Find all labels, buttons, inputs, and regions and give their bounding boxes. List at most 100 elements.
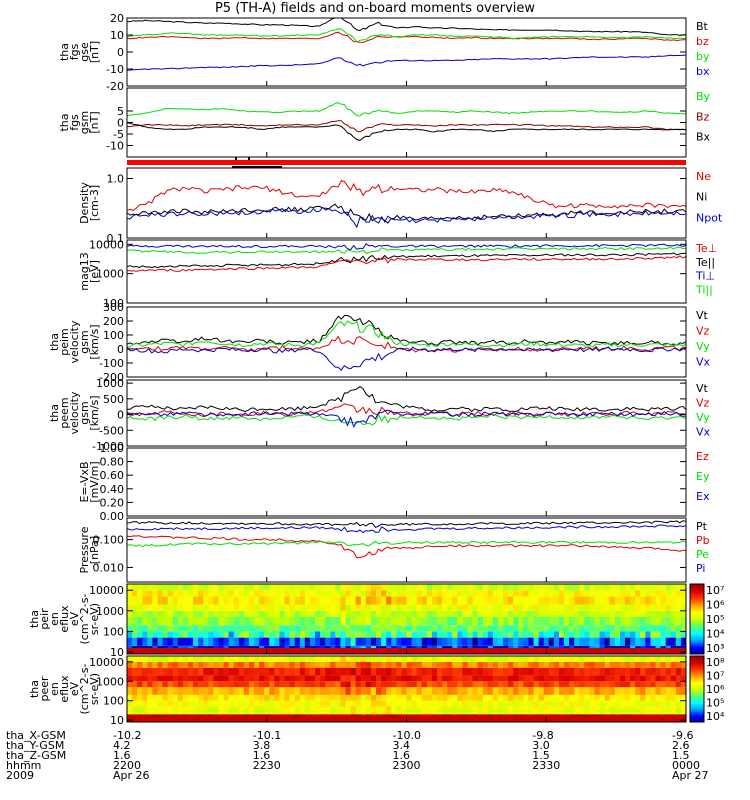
heatmap-cell [304, 584, 311, 591]
heatmap-cell [655, 625, 661, 632]
heatmap-cell [518, 631, 524, 638]
series-line-Vx [126, 409, 686, 428]
heatmap-cell [162, 617, 169, 626]
heatmap-cell [315, 706, 321, 715]
heatmap-cell [533, 637, 540, 646]
heatmap-cell [254, 596, 260, 605]
heatmap-cell [223, 625, 230, 632]
heatmap-cell [564, 687, 570, 695]
heatmap-cell [284, 637, 291, 646]
heatmap-cell [665, 656, 672, 662]
heatmap-cell [487, 590, 494, 597]
heatmap-cell [670, 637, 677, 646]
heatmap-cell [233, 687, 240, 695]
heatmap-cell [381, 617, 387, 626]
heatmap-cell [523, 675, 529, 682]
heatmap-cell [289, 681, 296, 688]
heatmap-cell [431, 700, 438, 707]
y-axis-label: tha [48, 333, 61, 351]
heatmap-cell [609, 596, 616, 605]
heatmap-cell [503, 694, 509, 701]
heatmap-cell [650, 610, 656, 617]
heatmap-cell [416, 590, 423, 597]
heatmap-cell [665, 610, 672, 617]
heatmap-cell [309, 631, 316, 638]
heatmap-cell [294, 617, 301, 626]
heatmap-cell [396, 706, 402, 715]
heatmap-cell [548, 596, 555, 605]
heatmap-cell [614, 631, 621, 638]
heatmap-cell [360, 687, 367, 695]
heatmap-cell [396, 590, 402, 597]
y-axis-label: [km/s] [88, 324, 101, 359]
heatmap-cell [548, 681, 555, 688]
heatmap-cell [294, 694, 301, 701]
heatmap-cell [477, 610, 484, 617]
heatmap-cell [218, 694, 224, 701]
heatmap-cell [574, 625, 580, 632]
heatmap-cell [233, 617, 240, 626]
heatmap-cell [650, 604, 656, 611]
xaxis-value: 1.6 [393, 749, 411, 762]
heatmap-cell [182, 610, 189, 617]
y-axis-label: [nPa] [88, 536, 101, 564]
heatmap-cell [243, 610, 250, 617]
heatmap-cell [518, 590, 524, 597]
heatmap-cell [289, 667, 296, 676]
heatmap-cell [599, 667, 606, 676]
heatmap-cell [233, 637, 240, 646]
heatmap-cell [457, 584, 463, 591]
heatmap-cell [640, 694, 646, 701]
heatmap-cell [431, 604, 438, 611]
heatmap-cell [172, 617, 179, 626]
heatmap-cell [594, 604, 601, 611]
heatmap-cell [203, 675, 209, 682]
legend-label-Vz: Vz [696, 397, 710, 410]
colorbar-step [690, 667, 704, 670]
heatmap-cell [259, 596, 265, 605]
xaxis-value: -10.1 [253, 729, 281, 742]
heatmap-cell [350, 604, 357, 611]
heatmap-cell [436, 656, 443, 662]
heatmap-cell [381, 687, 387, 695]
legend-label-bz: bz [696, 35, 709, 48]
series-line-By [126, 102, 687, 117]
heatmap-cell [482, 625, 489, 632]
y-axis-label: velocity [68, 320, 81, 363]
heatmap-cell [360, 681, 367, 688]
y-tick-label: 10 [110, 646, 124, 659]
heatmap-cell [569, 610, 575, 617]
heatmap-cell [162, 604, 169, 611]
heatmap-cell [447, 604, 453, 611]
heatmap-cell [248, 675, 255, 682]
panel-frame [126, 447, 687, 517]
heatmap-cell [320, 596, 326, 605]
heatmap-cell [172, 700, 179, 707]
heatmap-cell [294, 610, 301, 617]
heatmap-cell [503, 675, 509, 682]
heatmap-cell [589, 700, 595, 707]
colorbar-step [690, 690, 704, 693]
heatmap-cell [543, 610, 550, 617]
heatmap-cell [670, 596, 677, 605]
heatmap-cell [223, 681, 230, 688]
heatmap-cell [584, 687, 590, 695]
heatmap-cell [350, 706, 357, 715]
heatmap-cell [452, 681, 458, 688]
heatmap-cell [304, 694, 311, 701]
heatmap-cell [279, 661, 285, 668]
heatmap-cell [365, 681, 372, 688]
heatmap-cell [452, 667, 458, 676]
heatmap-cell [558, 656, 565, 662]
heatmap-cell [579, 667, 585, 676]
heatmap-cell [569, 706, 575, 715]
heatmap-cell [553, 590, 560, 597]
heatmap-cell [381, 681, 387, 688]
heatmap-cell [564, 700, 570, 707]
panel-frame [126, 87, 687, 158]
heatmap-cell [406, 700, 412, 707]
heatmap-cell [350, 656, 357, 662]
heatmap-cell [553, 617, 560, 626]
heatmap-cell [675, 637, 682, 646]
heatmap-cell [315, 675, 321, 682]
